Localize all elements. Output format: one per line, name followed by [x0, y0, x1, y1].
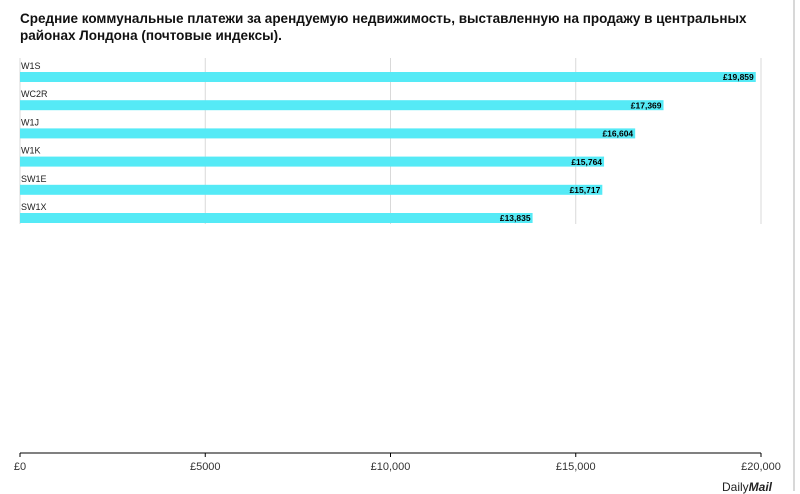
value-label: £17,369	[631, 100, 662, 110]
x-axis: £0 £5000 £10,000 £15,000 £20,000	[14, 452, 781, 473]
value-label: £15,717	[570, 185, 601, 195]
category-label: SW1X	[21, 202, 47, 212]
chart-title: Средние коммунальные платежи за арендуем…	[20, 11, 747, 43]
bar	[20, 184, 603, 195]
bar	[20, 213, 533, 223]
bar	[20, 156, 605, 167]
x-tick-label: £5000	[190, 461, 221, 473]
brand-light: Daily	[722, 480, 749, 494]
x-tick-label: £10,000	[371, 461, 411, 473]
x-tick-label: £0	[14, 461, 26, 473]
bars: W1S £19,859 WC2R £17,369 W1J £16,604 W1K £15,76…	[20, 61, 756, 223]
bar	[20, 128, 636, 139]
x-tick-label: £20,000	[741, 461, 781, 473]
bar	[20, 72, 756, 82]
category-label: W1K	[21, 146, 41, 156]
value-label: £15,764	[571, 157, 602, 167]
category-label: W1J	[21, 117, 39, 127]
x-tick-label: £15,000	[556, 461, 596, 473]
category-label: WC2R	[21, 89, 48, 99]
value-label: £13,835	[500, 213, 531, 223]
category-label: SW1E	[21, 174, 47, 184]
value-label: £16,604	[602, 129, 633, 139]
right-divider	[793, 0, 795, 491]
bar	[20, 100, 664, 111]
category-label: W1S	[21, 61, 41, 71]
brand-logo: DailyMail	[722, 480, 772, 494]
value-label: £19,859	[723, 72, 754, 82]
gridlines	[19, 58, 762, 224]
brand-bold: Mail	[748, 480, 773, 494]
